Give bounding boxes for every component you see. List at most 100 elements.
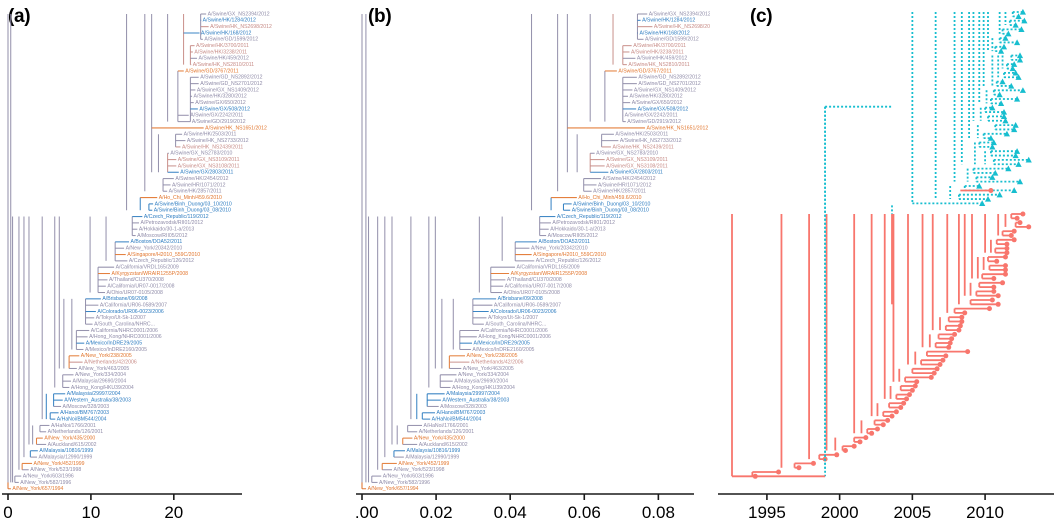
panel-b-axis: 0.00 0.02 0.04 0.06 0.08 [356, 493, 694, 522]
panel-a: (a) A/Swine/GX_NS2394/2012 A/Swine/HK/128… [0, 0, 356, 530]
tip-label: A/South_Carolina/NHRC... [94, 322, 155, 328]
tip-label: A/Kyrgyzstan/WRAIR1255P/2008 [111, 271, 188, 277]
tip-label: A/Netherlands/42/2006 [471, 360, 524, 366]
tip-label: A/New_York/238/2005 [466, 353, 517, 359]
tip-marker-circle [776, 469, 782, 475]
tip-label: A/Tokyo/Ut-Sk-1/2007 [488, 315, 538, 321]
tip-label: A/Swine/GD_NS2701/2012 [200, 81, 262, 87]
tip-marker-triangle [1012, 122, 1019, 128]
tip-marker-triangle [1012, 69, 1019, 76]
tip-marker-circle [901, 400, 907, 406]
tip-marker-circle [989, 297, 995, 303]
tip-label: A/Czech_Republic/119/2012 [557, 214, 622, 220]
tip-label: A/Swine/GD/3767/2011 [618, 68, 671, 74]
tip-label: A/Mexico/InDRE29/2005 [86, 341, 142, 347]
tip-label: A/Swine/GX/650/2012 [632, 100, 683, 106]
tip-marker-circle [946, 344, 952, 350]
tip-label: A/Swine/HK_NS2439/2011 [182, 144, 243, 150]
tip-label: A/Swine/GX/2242/2011 [190, 113, 243, 119]
tip-label: A/Netherlands/126/2001 [419, 429, 475, 435]
tip-label: A/Kyrgyzstan/WRAIR1255P/2008 [511, 271, 588, 277]
tip-label: A/Swine/GX_NS3109/2011 [606, 157, 668, 163]
tip-label: A/Swine/HK_NS2733/2012 [187, 138, 249, 144]
tip-marker-circle [965, 349, 971, 355]
tip-label: A/HaNoi/1766/2001 [51, 423, 96, 429]
tip-label: A/Czech_Republic/126/2012 [536, 258, 601, 264]
tip-label: A/Swine/GX_NS2394/2012 [649, 11, 710, 17]
tip-label: A/New_York/657/1994 [368, 486, 419, 492]
tip-marker-circle [959, 314, 965, 320]
panel-c: (c) 1995 2000 2005 2010 [710, 0, 1062, 530]
tip-marker-circle [1002, 254, 1008, 260]
panel-b-label: (b) [368, 6, 392, 27]
tip-label: A/Auckland/615/2002 [48, 442, 97, 448]
tip-label: A/Malaysia/29997/2004 [446, 391, 500, 397]
axis-tick-label: 10 [81, 503, 100, 522]
tip-label: A/Western_Australia/38/2003 [64, 397, 131, 403]
tip-marker-circle [956, 327, 962, 333]
tip-label: A/Hong_Kong/NHRC0001/2006 [478, 334, 551, 340]
tip-label: A/Mexico/InDRE2160/2005 [85, 347, 147, 353]
tip-marker-triangle [1005, 30, 1012, 37]
tip-label: A/Hanoi/BM767/2003 [60, 410, 109, 416]
tip-label: A/Swine/HK/168/2012 [201, 30, 251, 36]
tip-marker-circle [909, 387, 915, 393]
tip-label: A/Swine/HK/3238/2011 [194, 49, 247, 55]
tip-marker-triangle [1011, 61, 1018, 67]
tip-label: A/Swine/HK/168/2012 [639, 30, 689, 36]
tip-marker-circle [1008, 233, 1014, 238]
tip-label: A/Hong_Kong/HKU39/2004 [71, 385, 134, 391]
tip-label: A/New_York/334/2004 [458, 372, 509, 378]
tip-label: A/Petrozavodsk/RII01/2012 [552, 220, 615, 226]
tip-marker-circle [889, 413, 895, 419]
tip-marker-circle [1004, 250, 1010, 256]
tip-marker-triangle [1002, 35, 1009, 41]
tip-label: A/Thailand/CU370/2008 [507, 277, 562, 283]
tip-label: A/Swine/GX_NS2783/2010 [596, 151, 658, 157]
tip-marker-circle [943, 353, 949, 359]
tip-label: A/Swine/GX_NS2783/2010 [170, 151, 232, 157]
tip-marker-circle [898, 405, 904, 410]
tip-marker-triangle [1015, 161, 1022, 167]
tip-label: A/Swine/HR/1071/2012 [598, 182, 652, 188]
tip-marker-circle [834, 452, 840, 458]
tip-marker-circle [1014, 215, 1020, 221]
tip-marker-triangle [1013, 95, 1021, 102]
tip-label: A/New_York/20342/2010 [531, 246, 588, 252]
tip-label: A/Swine/GX/650/2012 [195, 100, 246, 106]
tip-marker-triangle [992, 169, 999, 176]
tip-marker-circle [863, 435, 869, 441]
tip-marker-triangle [1021, 17, 1028, 24]
tip-marker-circle [995, 301, 1001, 307]
tip-label: A/New_York/603/1996 [383, 473, 434, 479]
tip-marker-circle [1011, 237, 1017, 243]
tip-label: A/New_York/463/2005 [463, 366, 514, 372]
tip-label: A/Swine/HK_NS2698/2012 [210, 24, 272, 30]
tip-marker-triangle [989, 174, 996, 180]
tip-label: A/Western_Australia/38/2003 [442, 397, 509, 403]
tip-label: A/Thailand/CU370/2008 [109, 277, 164, 283]
tip-label: A/Czech_Republic/126/2012 [129, 258, 194, 264]
tip-marker-circle [994, 258, 1000, 264]
tip-label: A/Tokyo/Ut-Sk-1/2007 [96, 315, 146, 321]
tip-marker-circle [940, 357, 946, 363]
tip-label: A/Swine/GD_NS2701/2012 [638, 81, 700, 87]
tip-label: A/Ho_Chi_Minh/459.6/2010 [578, 195, 641, 201]
tip-label: A/Swine/HK/3238/2011 [631, 49, 684, 55]
tip-label: A/Swine/GX_NS1409/2012 [634, 87, 696, 93]
tip-label: A/New_York/452/1999 [34, 461, 85, 467]
tip-label: A/Swine/GD_NS2892/2012 [638, 75, 700, 81]
tip-label: A/Moscow/RII05/2012 [548, 233, 598, 239]
tip-marker-circle [949, 336, 955, 342]
tip-marker-circle [995, 293, 1001, 299]
tip-label: A/Swine/GD/1599/2012 [645, 37, 699, 43]
tip-label: A/Swine/HK/1284/2012 [642, 18, 695, 24]
tip-label: A/New_York/603/1996 [23, 473, 74, 479]
tip-label: A/Boston/DOA52/2011 [538, 239, 590, 245]
tip-marker-triangle [1015, 74, 1022, 80]
tip-label: A/Ho_Chi_Minh/459.6/2010 [159, 195, 222, 201]
tip-label: A/Swine/HK/3280/2012 [629, 94, 682, 100]
tip-marker-triangle [1025, 156, 1032, 163]
tip-marker-circle [1002, 267, 1008, 273]
